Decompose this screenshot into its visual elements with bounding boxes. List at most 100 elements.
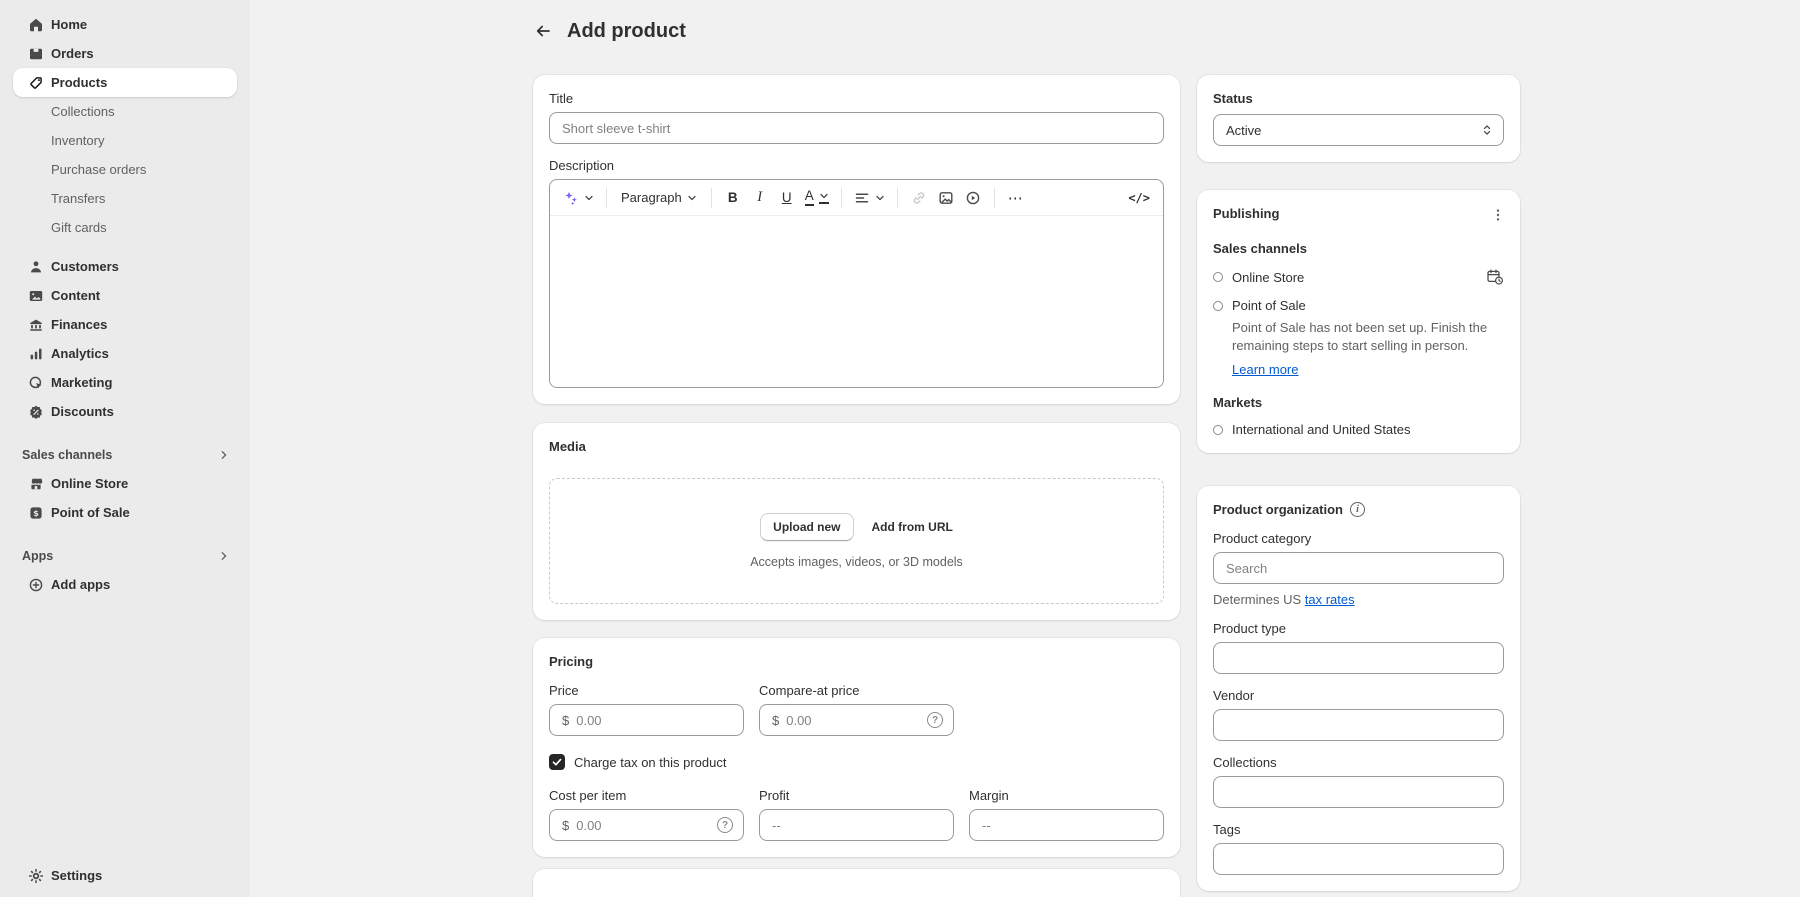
- customers-icon: [28, 259, 44, 275]
- more-formatting-button[interactable]: ⋯: [1007, 189, 1024, 207]
- compare-at-label: Compare-at price: [759, 683, 860, 698]
- ai-assistant-button[interactable]: [559, 185, 598, 211]
- italic-button[interactable]: I: [757, 189, 763, 205]
- sidebar-item-discounts[interactable]: Discounts: [13, 397, 237, 426]
- marketing-icon: [28, 375, 44, 391]
- sidebar-item-products[interactable]: Products: [13, 68, 237, 97]
- media-dropzone[interactable]: Upload new Add from URL Accepts images, …: [549, 478, 1164, 604]
- channel-dot-icon: [1213, 424, 1223, 435]
- status-select[interactable]: Active: [1213, 114, 1504, 146]
- sidebar-item-label: Transfers: [51, 191, 106, 206]
- cost-per-item-input[interactable]: [576, 817, 710, 833]
- sidebar-section-apps[interactable]: Apps: [13, 541, 237, 570]
- vendor-input[interactable]: [1213, 709, 1504, 741]
- description-textarea[interactable]: [550, 216, 1163, 387]
- collections-input[interactable]: [1213, 776, 1504, 808]
- price-label: Price: [549, 683, 579, 698]
- sidebar-item-customers[interactable]: Customers: [13, 252, 237, 281]
- align-left-icon: [854, 190, 870, 206]
- sidebar-item-orders[interactable]: Orders: [13, 39, 237, 68]
- sparkles-icon: [563, 190, 579, 206]
- sidebar-item-purchase-orders[interactable]: Purchase orders: [13, 155, 237, 184]
- sidebar-item-label: Products: [51, 75, 108, 90]
- compare-at-input[interactable]: [786, 712, 920, 728]
- upload-new-button[interactable]: Upload new: [760, 513, 854, 541]
- tax-rates-link[interactable]: tax rates: [1304, 592, 1355, 607]
- status-card: Status Active: [1197, 75, 1520, 162]
- help-icon[interactable]: ?: [717, 817, 733, 833]
- product-category-field-group: Product category Determines US tax rates: [1213, 531, 1504, 607]
- sidebar-item-gift-cards[interactable]: Gift cards: [13, 213, 237, 242]
- tags-input[interactable]: [1213, 843, 1504, 875]
- link-button[interactable]: [906, 185, 932, 211]
- show-html-button[interactable]: </>: [1128, 190, 1150, 205]
- sidebar-nav: Home Orders Products Collections Invento…: [0, 0, 250, 599]
- alignment-button[interactable]: [850, 185, 889, 211]
- profit-input[interactable]: [772, 817, 943, 833]
- charge-tax-row[interactable]: Charge tax on this product: [549, 754, 1164, 770]
- sales-channels-heading: Sales channels: [1213, 241, 1307, 256]
- sidebar-item-finances[interactable]: Finances: [13, 310, 237, 339]
- sidebar-section-sales-channels[interactable]: Sales channels: [13, 440, 237, 469]
- media-hint: Accepts images, videos, or 3D models: [750, 555, 963, 569]
- learn-more-link[interactable]: Learn more: [1232, 362, 1299, 377]
- sidebar-item-settings[interactable]: Settings: [13, 861, 237, 890]
- finances-icon: [28, 317, 44, 333]
- sidebar-item-home[interactable]: Home: [13, 10, 237, 39]
- schedule-calendar-icon[interactable]: [1486, 268, 1504, 286]
- toolbar-divider: [710, 187, 712, 208]
- compare-at-input-box: $ ?: [759, 704, 954, 736]
- product-category-input[interactable]: [1213, 552, 1504, 584]
- sidebar-item-label: Collections: [51, 104, 115, 119]
- description-label: Description: [549, 158, 615, 173]
- sidebar-item-point-of-sale[interactable]: $ Point of Sale: [13, 498, 237, 527]
- sidebar-item-label: Point of Sale: [51, 505, 130, 520]
- sidebar-item-label: Gift cards: [51, 220, 107, 235]
- sidebar-item-transfers[interactable]: Transfers: [13, 184, 237, 213]
- orders-icon: [28, 46, 44, 62]
- category-hint: Determines US tax rates: [1213, 592, 1504, 607]
- title-input[interactable]: [549, 112, 1164, 144]
- add-from-url-button[interactable]: Add from URL: [871, 520, 953, 534]
- media-card: Media Upload new Add from URL Accepts im…: [533, 423, 1180, 620]
- publishing-menu-button[interactable]: [1486, 203, 1510, 227]
- price-input-box: $: [549, 704, 744, 736]
- text-style-selector[interactable]: Paragraph: [615, 185, 703, 211]
- insert-video-button[interactable]: [960, 185, 986, 211]
- text-color-button[interactable]: A: [801, 185, 833, 211]
- back-button[interactable]: [529, 17, 557, 45]
- pricing-heading: Pricing: [549, 654, 594, 669]
- margin-label: Margin: [969, 788, 1009, 803]
- media-heading: Media: [549, 439, 586, 454]
- sidebar-item-marketing[interactable]: Marketing: [13, 368, 237, 397]
- info-icon[interactable]: i: [1350, 502, 1365, 517]
- product-type-input[interactable]: [1213, 642, 1504, 674]
- help-icon[interactable]: ?: [927, 712, 943, 728]
- sidebar-item-label: Marketing: [51, 375, 113, 390]
- channel-dot-icon: [1213, 300, 1223, 311]
- underline-button[interactable]: U: [781, 190, 792, 205]
- price-input[interactable]: [576, 712, 733, 728]
- sidebar-item-label: Analytics: [51, 346, 109, 361]
- sidebar-item-collections[interactable]: Collections: [13, 97, 237, 126]
- title-label: Title: [549, 91, 574, 106]
- discounts-icon: [28, 404, 44, 420]
- sidebar-item-label: Add apps: [51, 577, 111, 592]
- bold-button[interactable]: B: [727, 190, 738, 205]
- sidebar-item-label: Home: [51, 17, 88, 32]
- section-label: Apps: [22, 548, 54, 563]
- charge-tax-checkbox[interactable]: [549, 754, 565, 770]
- sidebar-item-analytics[interactable]: Analytics: [13, 339, 237, 368]
- sidebar-item-online-store[interactable]: Online Store: [13, 469, 237, 498]
- sidebar-item-add-apps[interactable]: Add apps: [13, 570, 237, 599]
- margin-input[interactable]: [982, 817, 1153, 833]
- nav-spacer: [13, 242, 237, 252]
- insert-image-button[interactable]: [933, 185, 959, 211]
- channel-row-point-of-sale: Point of Sale: [1213, 298, 1504, 313]
- point-of-sale-icon: $: [28, 505, 44, 521]
- toolbar-divider: [993, 187, 995, 208]
- sidebar-item-inventory[interactable]: Inventory: [13, 126, 237, 155]
- pricing-card: Pricing Price $ Compare-at price: [533, 638, 1180, 857]
- media-actions: Upload new Add from URL: [760, 513, 953, 541]
- sidebar-item-content[interactable]: Content: [13, 281, 237, 310]
